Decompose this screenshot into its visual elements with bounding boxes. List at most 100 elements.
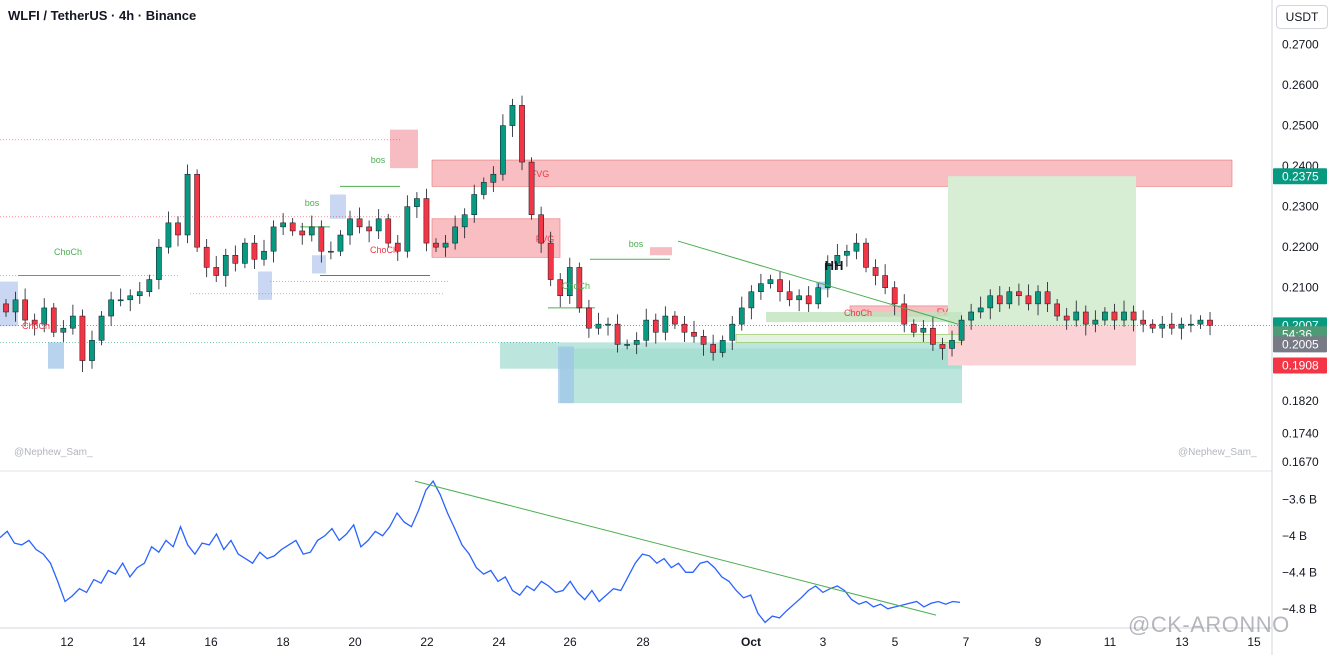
candle-bear <box>805 295 812 305</box>
indicator-tick-label: −4 B <box>1282 529 1307 543</box>
candle-bear <box>519 105 525 163</box>
candle-bull <box>853 242 860 252</box>
candle-bull <box>41 307 48 325</box>
order-block <box>330 194 346 219</box>
candle-bull <box>308 226 315 236</box>
candle-bear <box>366 226 372 232</box>
candle-bull <box>165 222 172 248</box>
time-tick-label: 13 <box>1175 635 1189 649</box>
candle-bull <box>1073 311 1080 321</box>
candle-bull <box>1121 311 1127 321</box>
candle-bear <box>394 242 401 252</box>
time-tick-label: 18 <box>276 635 290 649</box>
candle-bull <box>461 214 468 228</box>
time-tick-label: 22 <box>420 635 434 649</box>
candle-bull <box>633 340 640 345</box>
candle-bull <box>767 279 774 284</box>
candle-bear <box>79 315 86 361</box>
time-tick-label: Oct <box>741 635 761 649</box>
candle-bull <box>490 173 497 183</box>
candle-bull <box>280 222 286 228</box>
candle-bear <box>710 344 716 353</box>
price-tag-target <box>1273 168 1327 185</box>
consolidation-box <box>735 333 963 343</box>
candle-bull <box>824 263 831 288</box>
candle-bull <box>605 323 611 326</box>
order-block <box>558 346 574 404</box>
indicator-trendline <box>414 480 937 616</box>
order-block <box>0 281 18 327</box>
indicator-tick-label: −3.6 B <box>1282 492 1317 506</box>
candle-bear <box>1207 319 1213 326</box>
currency-button[interactable]: USDT <box>1276 5 1328 29</box>
candle-bear <box>528 161 535 215</box>
candle-bull <box>958 319 965 341</box>
candle-bull <box>184 173 191 236</box>
candle-bear <box>433 242 439 248</box>
candle-bear <box>289 222 296 232</box>
indicator-tick-label: −4.8 B <box>1282 602 1317 616</box>
candle-bear <box>681 323 688 333</box>
candle-bear <box>614 323 621 345</box>
candle-bear <box>1149 323 1156 329</box>
candle-bear <box>891 287 898 305</box>
candle-bull <box>98 315 105 341</box>
price-tag-marker <box>1273 336 1327 353</box>
price-tag-label: 0.2375 <box>1282 169 1319 183</box>
candle-bull <box>242 242 248 264</box>
candle-bull <box>452 226 458 244</box>
price-tag-label: 0.1908 <box>1282 358 1319 372</box>
structure-label-bos: bos <box>371 155 386 165</box>
candle-bear <box>777 279 783 292</box>
price-tick-label: 0.1820 <box>1282 394 1319 408</box>
candle-bull <box>920 327 927 333</box>
structure-labels-layer: ChoCh ChoCh bos bos ChoCh ChoCh bos ChoCh HH <box>22 155 872 331</box>
time-tick-label: 26 <box>563 635 577 649</box>
candle-bull <box>117 299 124 302</box>
candle-bull <box>595 323 602 329</box>
candle-bear <box>547 242 554 280</box>
candle-bear <box>786 291 793 301</box>
price-tag-label: 0.2005 <box>1282 337 1319 351</box>
candle-bull <box>729 323 736 341</box>
candle-bear <box>1111 311 1118 321</box>
candle-bull <box>108 299 114 317</box>
price-trendline <box>677 240 959 325</box>
price-tick-label: 0.2200 <box>1282 240 1319 254</box>
candle-bull <box>1178 323 1185 329</box>
candle-bear <box>872 267 879 276</box>
price-tick-label: 0.2700 <box>1282 38 1319 52</box>
candle-bear <box>901 303 908 325</box>
candle-bear <box>251 242 258 260</box>
candle-bull <box>509 105 516 126</box>
candle-bull <box>12 299 19 313</box>
candle-bull <box>987 295 994 309</box>
candle-bull <box>1035 291 1041 305</box>
candle-bull <box>844 250 850 256</box>
watermark-left: @Nephew_Sam_ <box>14 447 93 458</box>
candle-bull <box>796 295 802 301</box>
time-tick-label: 24 <box>492 635 506 649</box>
candle-bear <box>356 218 363 228</box>
candle-bear <box>3 303 9 313</box>
candle-bull <box>1092 319 1099 325</box>
zone-target <box>948 176 1136 326</box>
candle-bull <box>949 340 955 349</box>
candle-bear <box>1082 311 1089 325</box>
candle-bull <box>270 226 277 252</box>
indicator-layer <box>0 479 961 624</box>
candle-bull <box>156 246 162 280</box>
candle-bull <box>977 307 984 313</box>
candle-bull <box>89 340 95 361</box>
price-tick-label: 0.2100 <box>1282 281 1319 295</box>
price-tag-stop <box>1273 357 1327 374</box>
order-block <box>816 281 830 290</box>
candle-bear <box>700 336 707 345</box>
candle-bear <box>318 226 325 252</box>
candle-bear <box>930 327 936 345</box>
candle-bull <box>1197 319 1204 325</box>
candle-bear <box>691 331 697 337</box>
candle-bear <box>996 295 1003 305</box>
